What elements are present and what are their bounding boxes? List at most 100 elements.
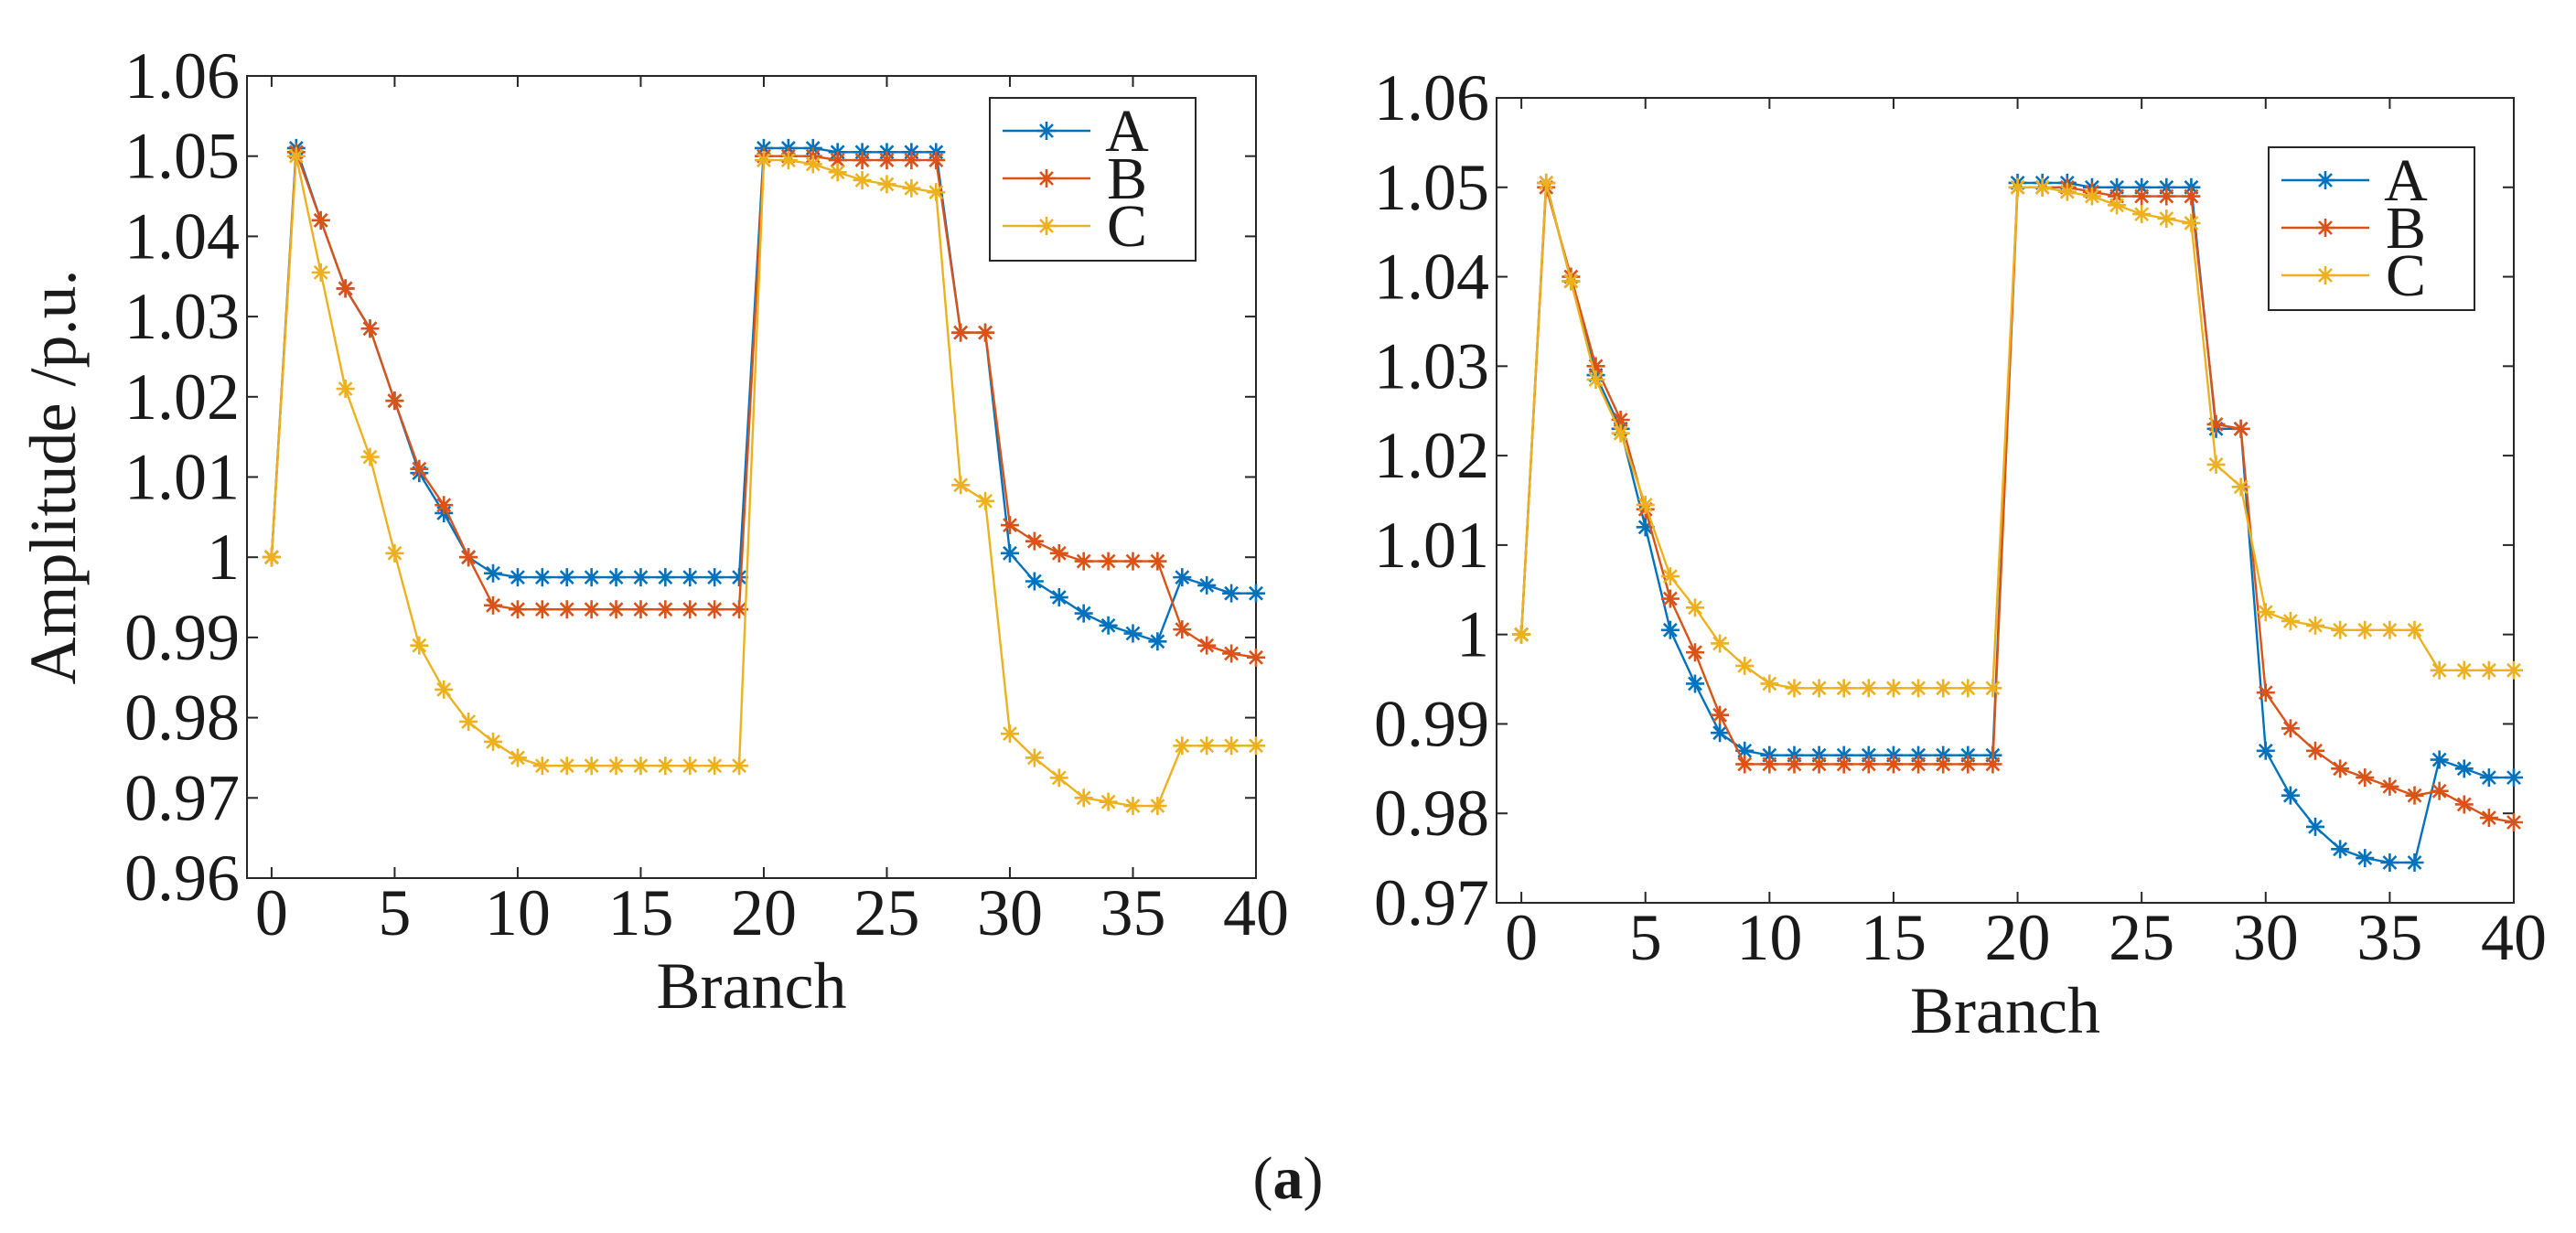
data-point-B — [656, 600, 675, 619]
data-point-A — [2479, 768, 2498, 788]
data-point-C — [410, 636, 429, 655]
y-tick-label: 1 — [207, 520, 240, 594]
data-point-B — [410, 459, 429, 478]
data-point-A — [681, 568, 700, 587]
data-point-B — [1711, 705, 1730, 724]
data-point-A — [730, 568, 749, 587]
data-point-C — [877, 175, 896, 194]
data-point-B — [1611, 411, 1630, 429]
data-point-B — [2505, 813, 2523, 831]
data-point-C — [656, 756, 675, 776]
data-point-C — [2505, 660, 2523, 680]
data-point-C — [631, 756, 650, 776]
data-point-C — [459, 712, 478, 731]
data-point-B — [681, 600, 700, 619]
x-tick-label: 25 — [2109, 901, 2174, 974]
data-point-A — [1711, 724, 1730, 743]
data-point-C — [951, 476, 971, 495]
data-point-C — [778, 151, 798, 170]
data-point-B — [2157, 187, 2176, 206]
data-point-B — [1025, 531, 1044, 551]
data-point-C — [1049, 768, 1068, 788]
data-point-C — [2231, 477, 2250, 497]
data-point-C — [730, 756, 749, 776]
data-point-C — [754, 151, 773, 170]
data-point-B — [2331, 759, 2350, 778]
data-point-B — [2306, 741, 2325, 760]
legend-marker-C — [1037, 217, 1056, 235]
data-point-A — [2256, 741, 2275, 760]
data-point-C — [2380, 620, 2399, 639]
data-point-C — [2454, 660, 2474, 680]
data-point-C — [1834, 679, 1853, 698]
x-tick-label: 5 — [1629, 901, 1662, 974]
data-point-C — [1512, 625, 1531, 644]
caption-letter: a — [1273, 1145, 1304, 1212]
data-point-C — [1000, 724, 1019, 744]
data-point-C — [1859, 679, 1878, 698]
data-point-C — [927, 183, 946, 202]
data-point-C — [1148, 797, 1167, 816]
data-point-B — [1123, 552, 1143, 571]
left-chart: 0.96 0.970.980.9911.011.021.031.041.051.0… — [16, 39, 1289, 1023]
data-point-C — [360, 447, 380, 466]
x-tick-label: 20 — [731, 876, 797, 949]
data-point-B — [2256, 683, 2275, 702]
data-point-B — [1685, 643, 1704, 662]
data-point-B — [1222, 644, 1241, 663]
data-point-B — [435, 496, 454, 515]
data-point-B — [557, 600, 576, 619]
data-point-B — [2454, 795, 2474, 814]
data-point-A — [1000, 543, 1019, 563]
x-tick-label: 40 — [1223, 876, 1289, 949]
data-point-C — [2356, 620, 2375, 639]
data-point-B — [508, 600, 527, 619]
legend-box — [2268, 146, 2475, 311]
data-point-C — [2057, 182, 2077, 201]
data-point-B — [2479, 809, 2498, 828]
data-point-C — [705, 756, 724, 776]
y-tick-label: 1.06 — [1374, 61, 1489, 134]
data-point-C — [557, 756, 576, 776]
data-point-B — [1809, 755, 1829, 774]
data-point-C — [681, 756, 700, 776]
data-point-A — [1735, 741, 1755, 760]
data-point-A — [2405, 853, 2424, 872]
y-tick-label: 0.98 — [1374, 777, 1489, 850]
data-point-B — [1834, 755, 1853, 774]
data-point-C — [803, 155, 822, 174]
y-tick-label: 0.99 — [1374, 687, 1489, 760]
x-tick-label: 40 — [2481, 901, 2547, 974]
data-point-B — [1660, 589, 1680, 608]
data-point-B — [459, 548, 478, 567]
y-tick-label: 1.01 — [1374, 509, 1489, 582]
data-point-B — [532, 600, 552, 619]
data-point-B — [2281, 719, 2300, 738]
data-point-C — [1735, 656, 1755, 675]
legend-marker-A — [1037, 122, 1056, 140]
data-point-C — [484, 732, 503, 751]
caption-close-paren: ) — [1304, 1145, 1324, 1212]
data-point-C — [2082, 187, 2101, 206]
data-point-C — [2306, 616, 2325, 635]
data-point-C — [2331, 620, 2350, 639]
data-point-A — [1660, 620, 1680, 639]
data-point-B — [927, 151, 946, 170]
data-point-A — [1636, 518, 1655, 537]
y-tick-label: 0.98 — [124, 681, 240, 755]
data-point-A — [1173, 568, 1192, 587]
data-point-B — [705, 600, 724, 619]
data-point-C — [336, 380, 355, 399]
data-point-C — [606, 756, 626, 776]
data-point-B — [1173, 620, 1192, 639]
data-point-A — [606, 568, 626, 587]
data-point-B — [1247, 648, 1265, 667]
data-point-C — [1611, 424, 1630, 443]
data-point-B — [2206, 414, 2226, 434]
data-point-C — [435, 680, 454, 699]
data-point-A — [2331, 840, 2350, 859]
data-point-C — [1660, 567, 1680, 586]
data-point-C — [1586, 370, 1605, 389]
data-point-A — [2430, 750, 2449, 769]
